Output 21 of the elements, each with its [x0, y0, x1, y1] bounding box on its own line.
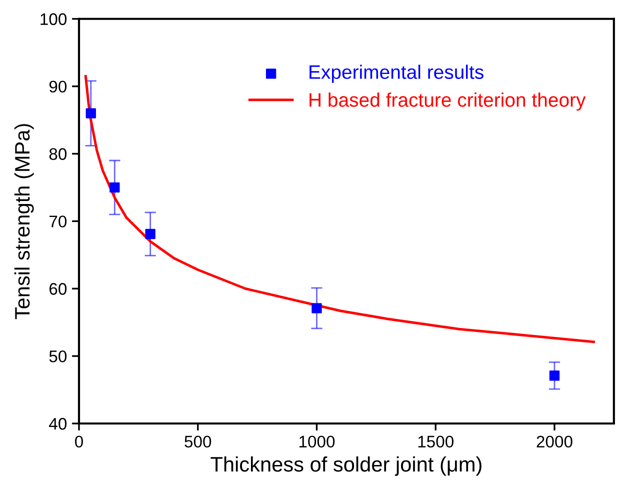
x-axis-title: Thickness of solder joint (μm) — [210, 456, 482, 476]
x-tick-label: 1000 — [299, 436, 335, 448]
x-tick-label: 0 — [75, 436, 83, 448]
y-tick-label: 60 — [50, 283, 67, 295]
legend-label: Experimental results — [310, 64, 484, 83]
point — [110, 182, 120, 193]
y-tick-label: 40 — [49, 418, 67, 430]
y-tick-label: 80 — [49, 148, 67, 160]
x-tick-label: 2000 — [536, 436, 572, 448]
point — [145, 228, 156, 240]
y-tick-label: 100 — [40, 13, 67, 26]
y-tick-label: 50 — [49, 350, 67, 362]
x-tick-label: 500 — [184, 436, 212, 448]
y-tick-label: 90 — [49, 80, 67, 93]
y-axis-title: Tensil strength (MPa) — [14, 124, 34, 320]
legend-label: H based fracture criterion theory — [310, 92, 586, 111]
y-tick-label: 70 — [50, 216, 67, 228]
point — [86, 108, 96, 118]
x-tick-label: 1500 — [418, 436, 454, 448]
point — [549, 370, 560, 381]
point — [312, 303, 322, 314]
